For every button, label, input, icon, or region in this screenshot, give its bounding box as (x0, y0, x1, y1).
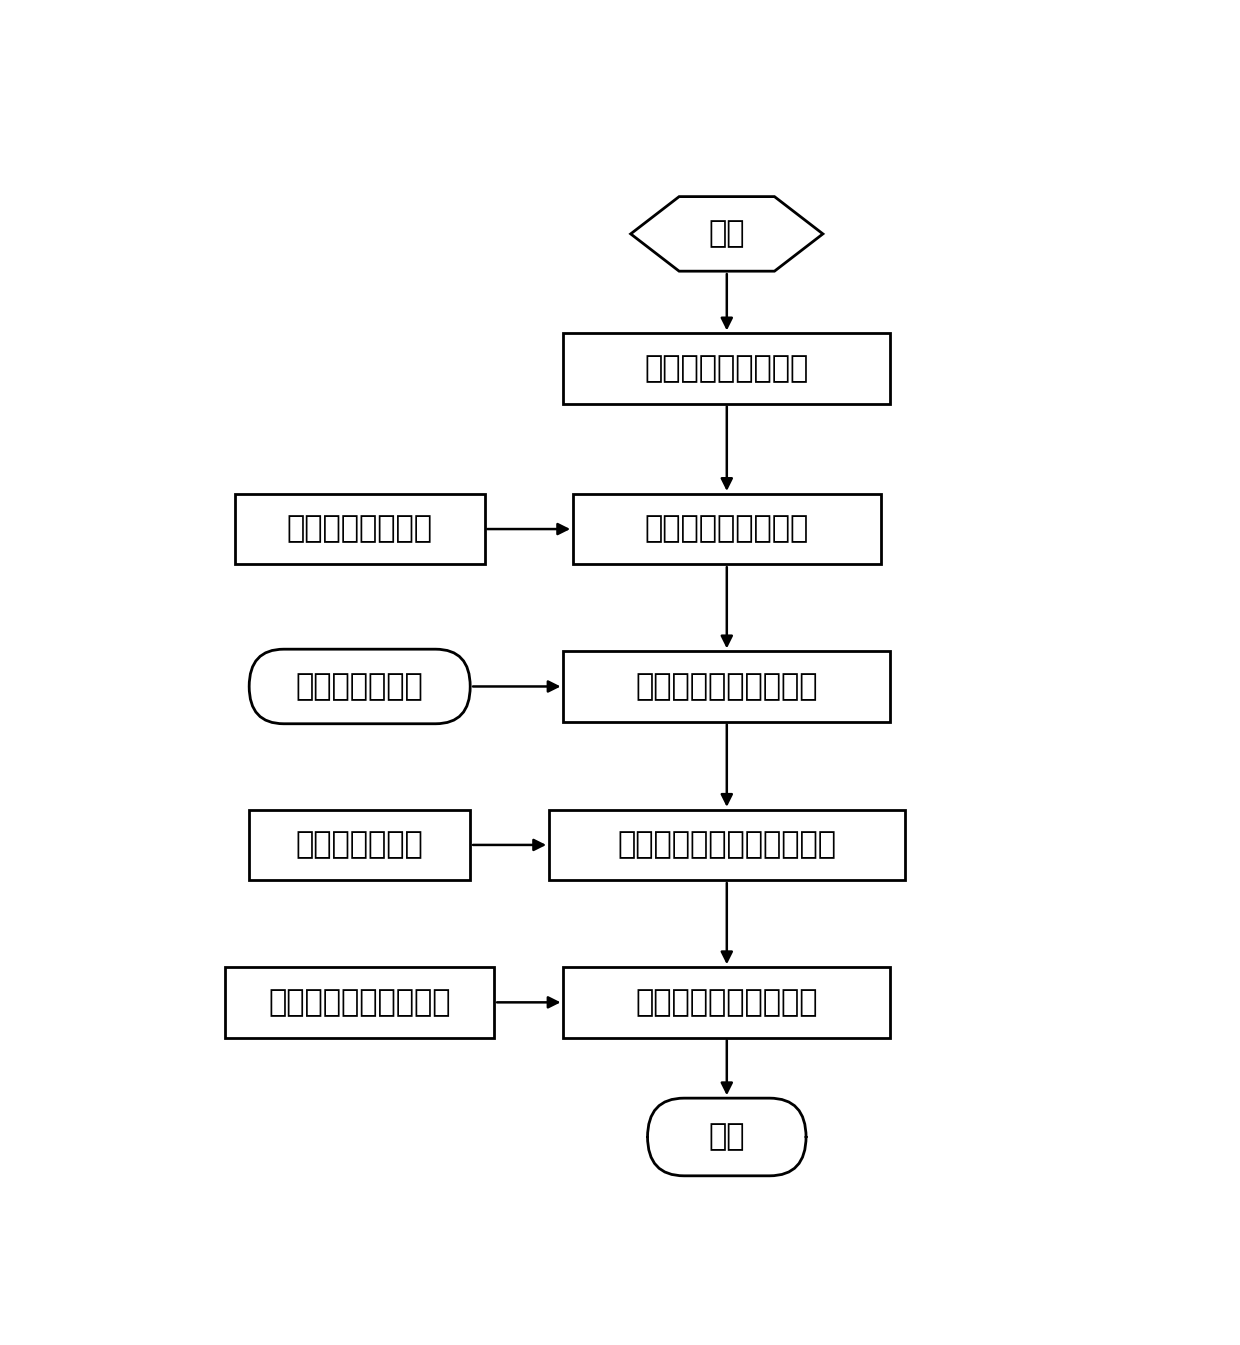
Text: 计算增压压力限值: 计算增压压力限值 (286, 515, 433, 543)
Text: 计算喷嘴环位置初步给定值: 计算喷嘴环位置初步给定值 (618, 830, 836, 859)
Text: 计算给定增压压力值: 计算给定增压压力值 (645, 515, 808, 543)
Text: 计算增压前馈值: 计算增压前馈值 (296, 830, 424, 859)
Text: 结束: 结束 (708, 1123, 745, 1151)
FancyBboxPatch shape (249, 650, 470, 724)
Text: 计算喷嘴环位置最大值: 计算喷嘴环位置最大值 (268, 987, 451, 1017)
FancyBboxPatch shape (563, 334, 890, 404)
FancyBboxPatch shape (234, 494, 485, 565)
FancyBboxPatch shape (573, 494, 880, 565)
FancyBboxPatch shape (647, 1098, 806, 1176)
FancyBboxPatch shape (549, 810, 905, 880)
FancyBboxPatch shape (563, 651, 890, 722)
Text: 实际增压压力值: 实际增压压力值 (296, 672, 424, 701)
FancyBboxPatch shape (226, 967, 495, 1037)
Text: 计算喷嘴环位置给定值: 计算喷嘴环位置给定值 (636, 987, 818, 1017)
Text: 计算增压压力需求值: 计算增压压力需求值 (645, 354, 808, 383)
FancyBboxPatch shape (563, 967, 890, 1037)
Text: 计算喷嘴环位置需求值: 计算喷嘴环位置需求值 (636, 672, 818, 701)
Polygon shape (631, 196, 823, 272)
Text: 开始: 开始 (708, 219, 745, 249)
FancyBboxPatch shape (249, 810, 470, 880)
